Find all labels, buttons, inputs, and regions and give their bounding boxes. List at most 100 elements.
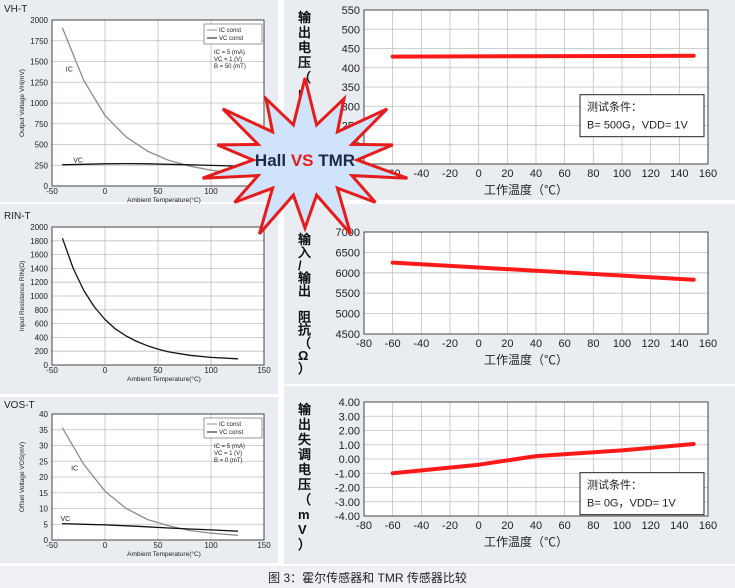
x-tick-label: 20 [501,168,513,180]
y-axis-label-char: 调 [298,447,311,462]
x-axis-label: Ambient Temperature(°C) [127,196,201,204]
plot-frame [363,401,709,517]
y-tick-label: 2.00 [339,426,360,438]
y-tick-label: 800 [35,306,49,315]
y-tick-label: 1400 [30,264,48,273]
x-tick-label: 80 [587,168,599,180]
y-tick-label: 0 [44,536,49,545]
x-tick-label: -40 [413,338,429,350]
y-axis-label-char: m [298,507,310,522]
y-tick-label: 3.00 [339,411,360,423]
x-tick-label: -40 [413,168,429,180]
x-tick-label: -40 [413,520,429,532]
burst-hall: Hall [255,151,286,170]
y-axis-label-char: （ [298,70,311,85]
x-tick-label: 140 [670,520,688,532]
y-tick-label: 7000 [336,227,360,239]
y-tick-label: 5000 [336,309,360,321]
y-axis-label-char: 出 [298,284,311,299]
x-tick-label: 160 [699,338,717,350]
y-tick-label: 500 [342,24,360,36]
burst-label: Hall VS TMR [255,151,355,170]
x-axis-label: 工作温度（℃） [484,534,568,549]
x-tick-label: 50 [154,366,163,375]
y-axis-label-char: 压 [298,477,311,492]
y-tick-label: 250 [35,161,49,170]
x-tick-label: 60 [559,168,571,180]
y-tick-label: 1800 [30,237,48,246]
conditions-box [579,94,705,138]
figure-caption: 图 3：霍尔传感器和 TMR 传感器比较 [268,571,467,585]
y-axis-label-char: 电 [298,462,311,477]
y-tick-label: 2000 [30,16,48,25]
plot-frame [51,413,265,541]
curve-annotation: VC [73,157,83,164]
chart-r2: -80 -60 -40 -20 0 20 40 60 80 100 120 140 160 4500 500… [284,204,735,384]
x-tick-label: 120 [641,168,659,180]
y-tick-label: -4.00 [335,511,360,523]
y-axis-label-char: Ω [298,348,308,363]
x-tick-label: -50 [46,187,58,196]
y-axis-label-char: ） [298,537,311,552]
x-tick-label: 160 [699,520,717,532]
y-tick-label: 1200 [30,278,48,287]
test-condition: B = 0 (mT) [214,458,243,464]
y-tick-label: 30 [39,442,48,451]
y-axis-label-char: 电 [298,40,311,55]
x-tick-label: -50 [46,541,58,550]
y-tick-label: 200 [35,347,49,356]
series-line [390,442,696,476]
burst-shape [202,77,408,235]
y-tick-label: 1600 [30,251,48,260]
x-axis-label: Ambient Temperature(°C) [127,375,201,383]
x-tick-label: 40 [530,338,542,350]
x-tick-label: 120 [641,338,659,350]
test-condition: B = 50 (mT) [214,64,246,70]
y-tick-label: 500 [35,141,49,150]
y-tick-label: 0 [44,361,49,370]
y-tick-label: 15 [39,489,48,498]
y-tick-label: 450 [342,44,360,56]
legend-box [203,417,263,439]
y-axis-label-char: / [298,258,302,273]
y-tick-label: 40 [39,410,48,419]
series-line [61,162,239,167]
hall-vs-tmr-burst: Hall VS TMR [202,77,408,235]
series-line [61,238,239,360]
y-axis-label-char: 失 [298,432,312,447]
x-tick-label: -20 [442,338,458,350]
x-tick-label: 0 [476,338,482,350]
y-tick-label: 550 [342,5,360,17]
x-tick-label: 60 [559,520,571,532]
y-tick-label: 25 [39,457,48,466]
legend-box [203,23,263,45]
y-tick-label: 4500 [336,329,360,341]
x-tick-label: 100 [204,366,218,375]
y-axis-label-char: 出 [298,25,311,40]
x-tick-label: -20 [442,168,458,180]
y-axis-label-char: 阻 [298,309,311,324]
legend-entry: IC const [219,28,241,34]
x-tick-label: -80 [356,520,372,532]
y-axis-label: Input Resistance RIN(Ω) [19,261,26,332]
x-tick-label: 140 [670,338,688,350]
chart-r3: -80 -60 -40 -20 0 20 40 60 80 100 120 140 160 -4.00 -3… [284,386,735,564]
y-tick-label: 0.00 [339,454,360,466]
x-tick-label: 80 [587,338,599,350]
y-tick-label: 20 [39,473,48,482]
x-tick-label: 0 [476,520,482,532]
test-condition: VC = 1 (V) [214,57,242,63]
x-tick-label: 0 [103,366,108,375]
x-tick-label: 150 [257,366,271,375]
test-condition: IC = 5 (mA) [214,50,245,56]
x-tick-label: -60 [385,520,401,532]
x-tick-label: 20 [501,520,513,532]
y-axis-label-char: 压 [298,55,311,70]
y-tick-label: 10 [39,505,48,514]
caption-bar [0,566,735,588]
conditions-title: 测试条件： [587,478,642,492]
y-tick-label: 1250 [30,78,48,87]
y-axis-label: 输入/输出 阻抗（ Ω） [298,232,312,376]
plot-frame [51,19,265,187]
plot-frame [363,9,709,165]
